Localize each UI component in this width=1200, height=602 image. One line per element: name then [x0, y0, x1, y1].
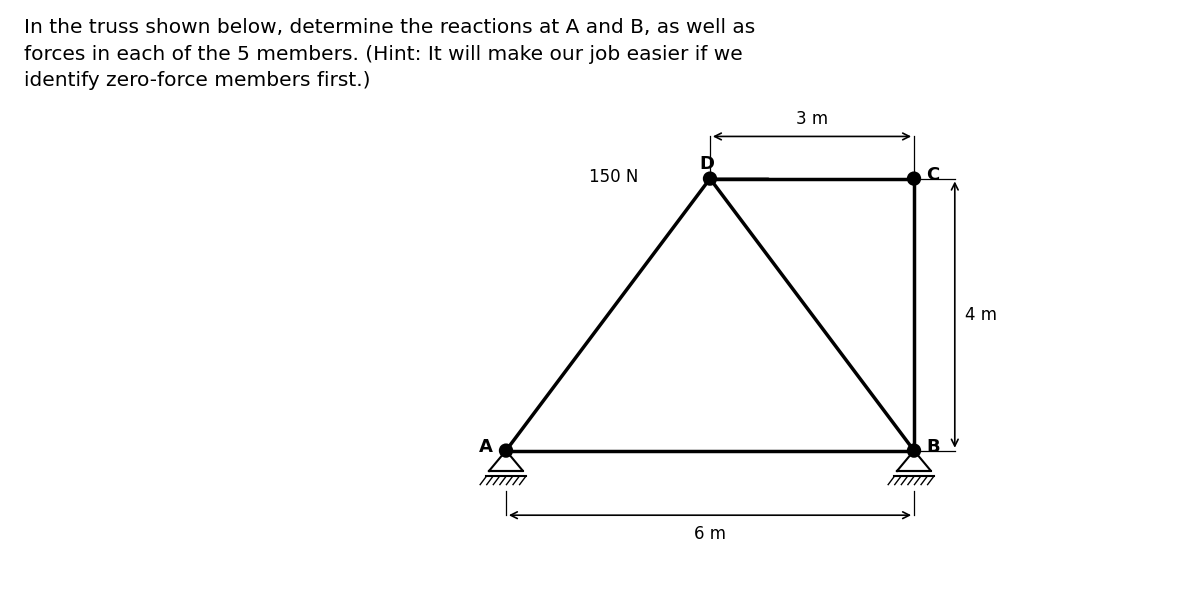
- Text: 3 m: 3 m: [796, 110, 828, 128]
- Text: C: C: [926, 166, 940, 184]
- Text: A: A: [479, 438, 492, 456]
- Text: B: B: [926, 438, 940, 456]
- Text: 4 m: 4 m: [965, 306, 997, 324]
- Circle shape: [908, 173, 920, 185]
- Text: In the truss shown below, determine the reactions at A and B, as well as
forces : In the truss shown below, determine the …: [24, 18, 755, 90]
- Text: D: D: [700, 155, 714, 173]
- Circle shape: [500, 444, 512, 457]
- Text: 150 N: 150 N: [589, 168, 638, 186]
- Circle shape: [704, 173, 716, 185]
- Text: 6 m: 6 m: [694, 526, 726, 544]
- Circle shape: [908, 444, 920, 457]
